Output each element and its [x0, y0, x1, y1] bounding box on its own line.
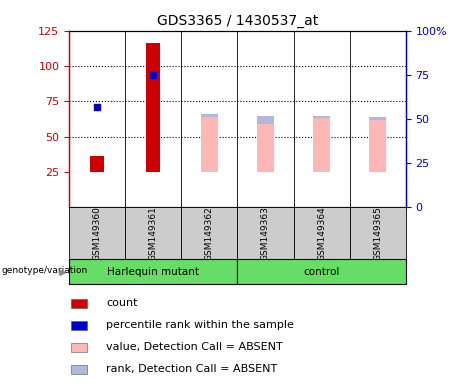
Text: GSM149363: GSM149363	[261, 206, 270, 261]
Text: GSM149364: GSM149364	[317, 206, 326, 261]
Text: rank, Detection Call = ABSENT: rank, Detection Call = ABSENT	[106, 364, 278, 374]
Bar	[257, 116, 274, 124]
Bar	[369, 120, 386, 172]
Bar	[71, 299, 87, 308]
Bar	[313, 118, 330, 172]
Bar	[257, 124, 274, 172]
Text: Harlequin mutant: Harlequin mutant	[107, 266, 199, 277]
Bar	[237, 259, 406, 284]
Text: value, Detection Call = ABSENT: value, Detection Call = ABSENT	[106, 342, 283, 352]
Text: control: control	[303, 266, 340, 277]
Bar	[201, 114, 218, 117]
Bar	[69, 207, 125, 259]
Bar	[69, 259, 237, 284]
Text: genotype/variation: genotype/variation	[1, 266, 88, 275]
Bar	[71, 321, 87, 330]
Text: GSM149365: GSM149365	[373, 206, 382, 261]
Bar	[313, 116, 330, 118]
Bar	[201, 117, 218, 172]
Bar	[181, 207, 237, 259]
Bar	[71, 365, 87, 374]
Text: GSM149361: GSM149361	[149, 206, 158, 261]
Text: GSM149360: GSM149360	[93, 206, 102, 261]
Text: percentile rank within the sample: percentile rank within the sample	[106, 320, 294, 330]
Bar	[71, 343, 87, 352]
Bar	[146, 43, 160, 172]
Bar	[369, 117, 386, 120]
Text: count: count	[106, 298, 138, 308]
Title: GDS3365 / 1430537_at: GDS3365 / 1430537_at	[157, 14, 318, 28]
Bar	[349, 207, 406, 259]
Text: GSM149362: GSM149362	[205, 206, 214, 261]
Bar	[294, 207, 349, 259]
Bar	[90, 157, 104, 172]
Bar	[125, 207, 181, 259]
Bar	[237, 207, 294, 259]
